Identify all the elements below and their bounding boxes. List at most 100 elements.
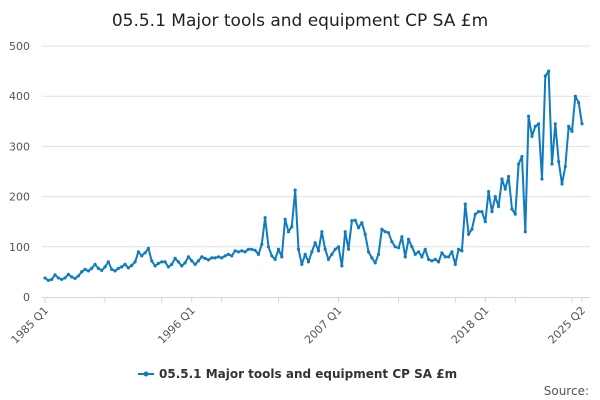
data-point [420,255,424,259]
data-point [80,270,84,274]
data-point [477,210,481,214]
x-tick-label: 2018 Q1 [449,304,492,347]
data-point [380,227,384,231]
data-point [333,247,337,251]
data-point [527,114,531,118]
data-point [343,230,347,234]
data-point [450,250,454,254]
y-tick-label: 200 [9,191,30,204]
data-point [253,248,257,252]
data-point [103,265,107,269]
data-point [213,256,217,260]
data-point [570,129,574,133]
data-point [83,267,87,271]
data-point [156,261,161,265]
data-point [537,122,541,126]
data-point [466,232,471,236]
data-point [456,247,461,251]
series [43,69,584,283]
data-point [70,275,74,279]
data-point [170,262,174,266]
data-point [133,260,137,264]
x-tick-label: 1996 Q1 [155,304,198,347]
data-point [530,134,534,138]
data-point [386,231,391,235]
data-point [206,258,211,262]
data-point [66,272,70,277]
data-point [280,255,284,259]
data-point [200,255,204,259]
data-point [243,250,247,254]
y-tick-label: 500 [9,40,30,53]
data-point [350,219,354,223]
data-point [270,254,274,258]
data-point [383,230,387,234]
data-point [490,210,494,214]
data-point [520,154,524,159]
data-point [63,276,67,280]
data-point [223,254,227,258]
data-point [73,276,77,281]
data-point [323,247,327,251]
data-point [163,260,167,264]
data-point [136,250,140,254]
data-point [120,265,124,269]
data-point [557,159,561,164]
data-point [453,262,457,266]
data-point [183,261,187,265]
data-point [560,182,564,186]
legend[interactable]: 05.5.1 Major tools and equipment CP SA £… [138,367,457,381]
data-point [567,124,571,128]
data-point [336,245,341,249]
data-point [50,277,54,282]
data-point [210,256,214,260]
data-point [140,254,144,258]
data-point [230,254,234,258]
data-point [390,240,394,244]
data-point [123,262,127,266]
data-point [166,265,171,269]
data-point [180,264,184,268]
data-point [433,257,437,261]
x-tick-label: 2007 Q1 [302,304,345,347]
data-point [507,174,511,179]
x-tick-label: 2025 Q2 [546,304,589,347]
data-point [266,245,271,249]
data-point [256,252,261,256]
data-point [216,255,221,259]
data-point [330,252,334,256]
data-point [153,264,157,268]
data-point [276,247,281,251]
data-point [93,262,97,266]
data-point [500,177,504,181]
data-point [443,255,447,259]
data-point [370,256,374,260]
data-point [186,255,191,259]
data-point [193,262,197,266]
data-point [313,241,317,245]
series-line [44,70,583,282]
data-point [400,235,404,239]
data-point [130,263,134,267]
data-point [53,273,57,277]
data-point [533,124,537,128]
data-point [577,101,581,105]
data-point [573,94,577,98]
data-point [326,257,331,261]
y-tick-label: 100 [9,241,30,254]
data-point [346,247,351,251]
data-point [150,259,154,263]
data-point [296,247,301,251]
data-point [510,207,514,211]
data-point [190,259,194,263]
data-point [503,187,507,191]
x-axis: 1985 Q1 1996 Q1 2007 Q1 2018 Q1 2025 Q2 [9,297,590,346]
data-point [196,259,201,263]
data-point [480,210,484,214]
y-axis: 0 100 200 300 400 500 [9,40,30,304]
data-point [470,227,474,231]
data-point [60,277,64,282]
data-point [513,212,517,216]
data-point [426,257,431,261]
data-point [113,269,117,273]
